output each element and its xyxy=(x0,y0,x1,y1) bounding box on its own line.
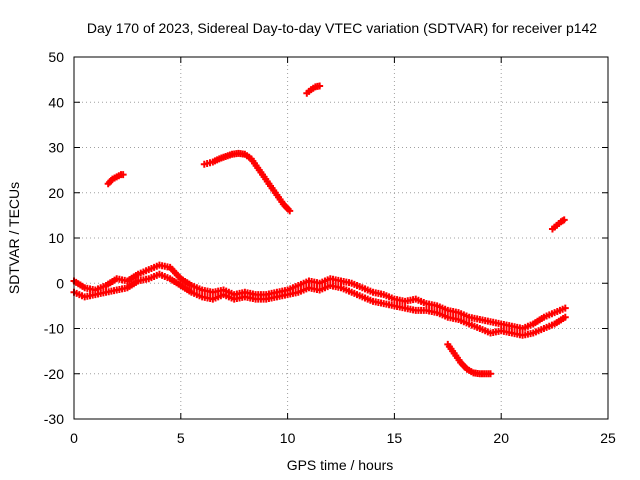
data-point xyxy=(316,82,324,90)
plot-frame xyxy=(73,56,609,420)
data-point xyxy=(119,171,127,179)
data-point xyxy=(487,370,495,378)
data-points xyxy=(70,82,569,378)
x-tick-label: 0 xyxy=(70,430,78,446)
data-point xyxy=(561,304,569,312)
x-tick-label: 10 xyxy=(280,430,296,446)
x-tick-label: 25 xyxy=(600,430,616,446)
x-tick-label: 20 xyxy=(493,430,509,446)
series-arc-4 xyxy=(548,216,568,233)
x-tick-label: 5 xyxy=(177,430,185,446)
y-tick-label: 40 xyxy=(48,94,64,110)
series-arc-2 xyxy=(200,149,294,215)
y-tick-label: 50 xyxy=(48,49,64,65)
y-tick-label: -10 xyxy=(44,321,64,337)
y-tick-label: -20 xyxy=(44,366,64,382)
series-main-band-upper xyxy=(70,261,569,332)
series-arc-5 xyxy=(444,340,495,378)
x-tick-labels: 0 5 10 15 20 25 xyxy=(70,430,616,446)
data-point xyxy=(560,216,568,224)
series-arc-1 xyxy=(104,171,127,188)
chart-title: Day 170 of 2023, Sidereal Day-to-day VTE… xyxy=(87,20,597,36)
series-main-band-lower xyxy=(70,270,569,339)
y-tick-label: 0 xyxy=(56,275,64,291)
x-axis-label: GPS time / hours xyxy=(287,457,394,473)
y-tick-label: 20 xyxy=(48,185,64,201)
series-arc-3 xyxy=(303,82,324,97)
y-tick-label: -30 xyxy=(44,411,64,427)
data-point xyxy=(286,207,294,215)
data-point xyxy=(561,313,569,321)
y-tick-label: 10 xyxy=(48,230,64,246)
y-tick-label: 30 xyxy=(48,140,64,156)
y-tick-labels: -30 -20 -10 0 10 20 30 40 50 xyxy=(44,49,64,427)
grid-lines xyxy=(74,57,608,419)
x-tick-label: 15 xyxy=(387,430,403,446)
y-axis-label: SDTVAR / TECUs xyxy=(6,182,22,294)
